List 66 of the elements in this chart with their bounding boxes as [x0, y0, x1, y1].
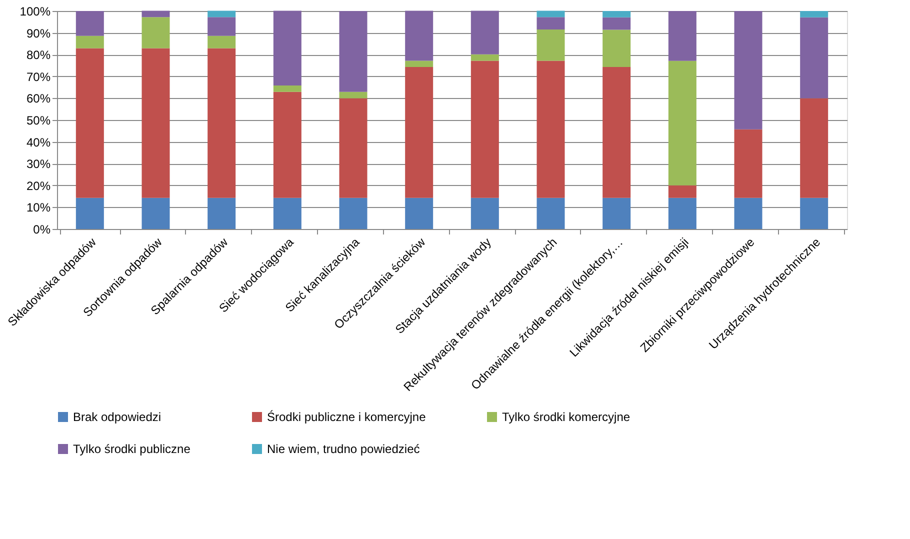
bar: [208, 17, 236, 36]
bar: [734, 11, 762, 130]
bar: [339, 11, 368, 92]
bar: [602, 17, 631, 30]
bar: [668, 198, 696, 229]
bar: [536, 10, 565, 18]
bar: [142, 17, 170, 48]
legend-label: Środki publiczne i komercyjne: [267, 410, 426, 424]
bar: [405, 10, 434, 61]
bar: [208, 198, 236, 229]
bar: [602, 198, 631, 229]
legend-label: Tylko środki publiczne: [73, 442, 191, 456]
bar: [273, 92, 302, 198]
y-tick-label: 80%: [26, 48, 51, 62]
y-tick-label: 90%: [26, 26, 51, 40]
bar: [339, 198, 368, 229]
bar: [602, 11, 631, 18]
bar: [273, 10, 302, 86]
bar: [536, 60, 565, 198]
y-tick-label: 70%: [26, 70, 51, 84]
y-tick-label: 40%: [26, 135, 51, 150]
y-tick-label: 10%: [26, 200, 51, 215]
bar: [536, 198, 565, 229]
bar: [668, 60, 696, 186]
bar: [208, 36, 236, 48]
bar: [470, 10, 499, 54]
bar: [536, 17, 565, 30]
bar: [470, 54, 499, 61]
bar: [339, 98, 368, 198]
bar: [142, 10, 170, 18]
bar: [76, 198, 104, 229]
bar: [734, 198, 762, 229]
legend-label: Brak odpowiedzi: [73, 410, 162, 424]
bar: [405, 60, 434, 68]
bar: [602, 67, 631, 198]
legend-label: Nie wiem, trudno powiedzieć: [267, 442, 420, 456]
bar: [273, 198, 302, 229]
bar: [602, 30, 631, 68]
bar: [142, 198, 170, 229]
bar: [734, 129, 762, 198]
bar: [470, 198, 499, 229]
bar: [405, 198, 434, 229]
bar: [405, 67, 434, 198]
legend-label: Tylko środki komercyjne: [502, 410, 630, 424]
y-tick-label: 30%: [26, 157, 51, 172]
y-tick-label: 20%: [26, 178, 51, 193]
bar: [208, 48, 236, 198]
bar: [339, 92, 368, 98]
bar: [76, 36, 104, 48]
y-tick-label: 100%: [20, 4, 51, 18]
bar: [76, 48, 104, 198]
bar: [273, 86, 302, 92]
y-tick-label: 0%: [33, 222, 51, 236]
bar: [668, 185, 696, 198]
bar: [142, 48, 170, 198]
y-tick-label: 50%: [26, 114, 51, 128]
bar: [800, 17, 828, 98]
bar: [800, 98, 828, 198]
bar: [470, 60, 499, 198]
bar: [668, 11, 696, 61]
bar: [76, 11, 104, 36]
bar: [800, 198, 828, 229]
bar: [800, 11, 828, 18]
bar: [536, 30, 565, 61]
y-tick-label: 60%: [26, 92, 51, 106]
bar: [208, 10, 236, 18]
